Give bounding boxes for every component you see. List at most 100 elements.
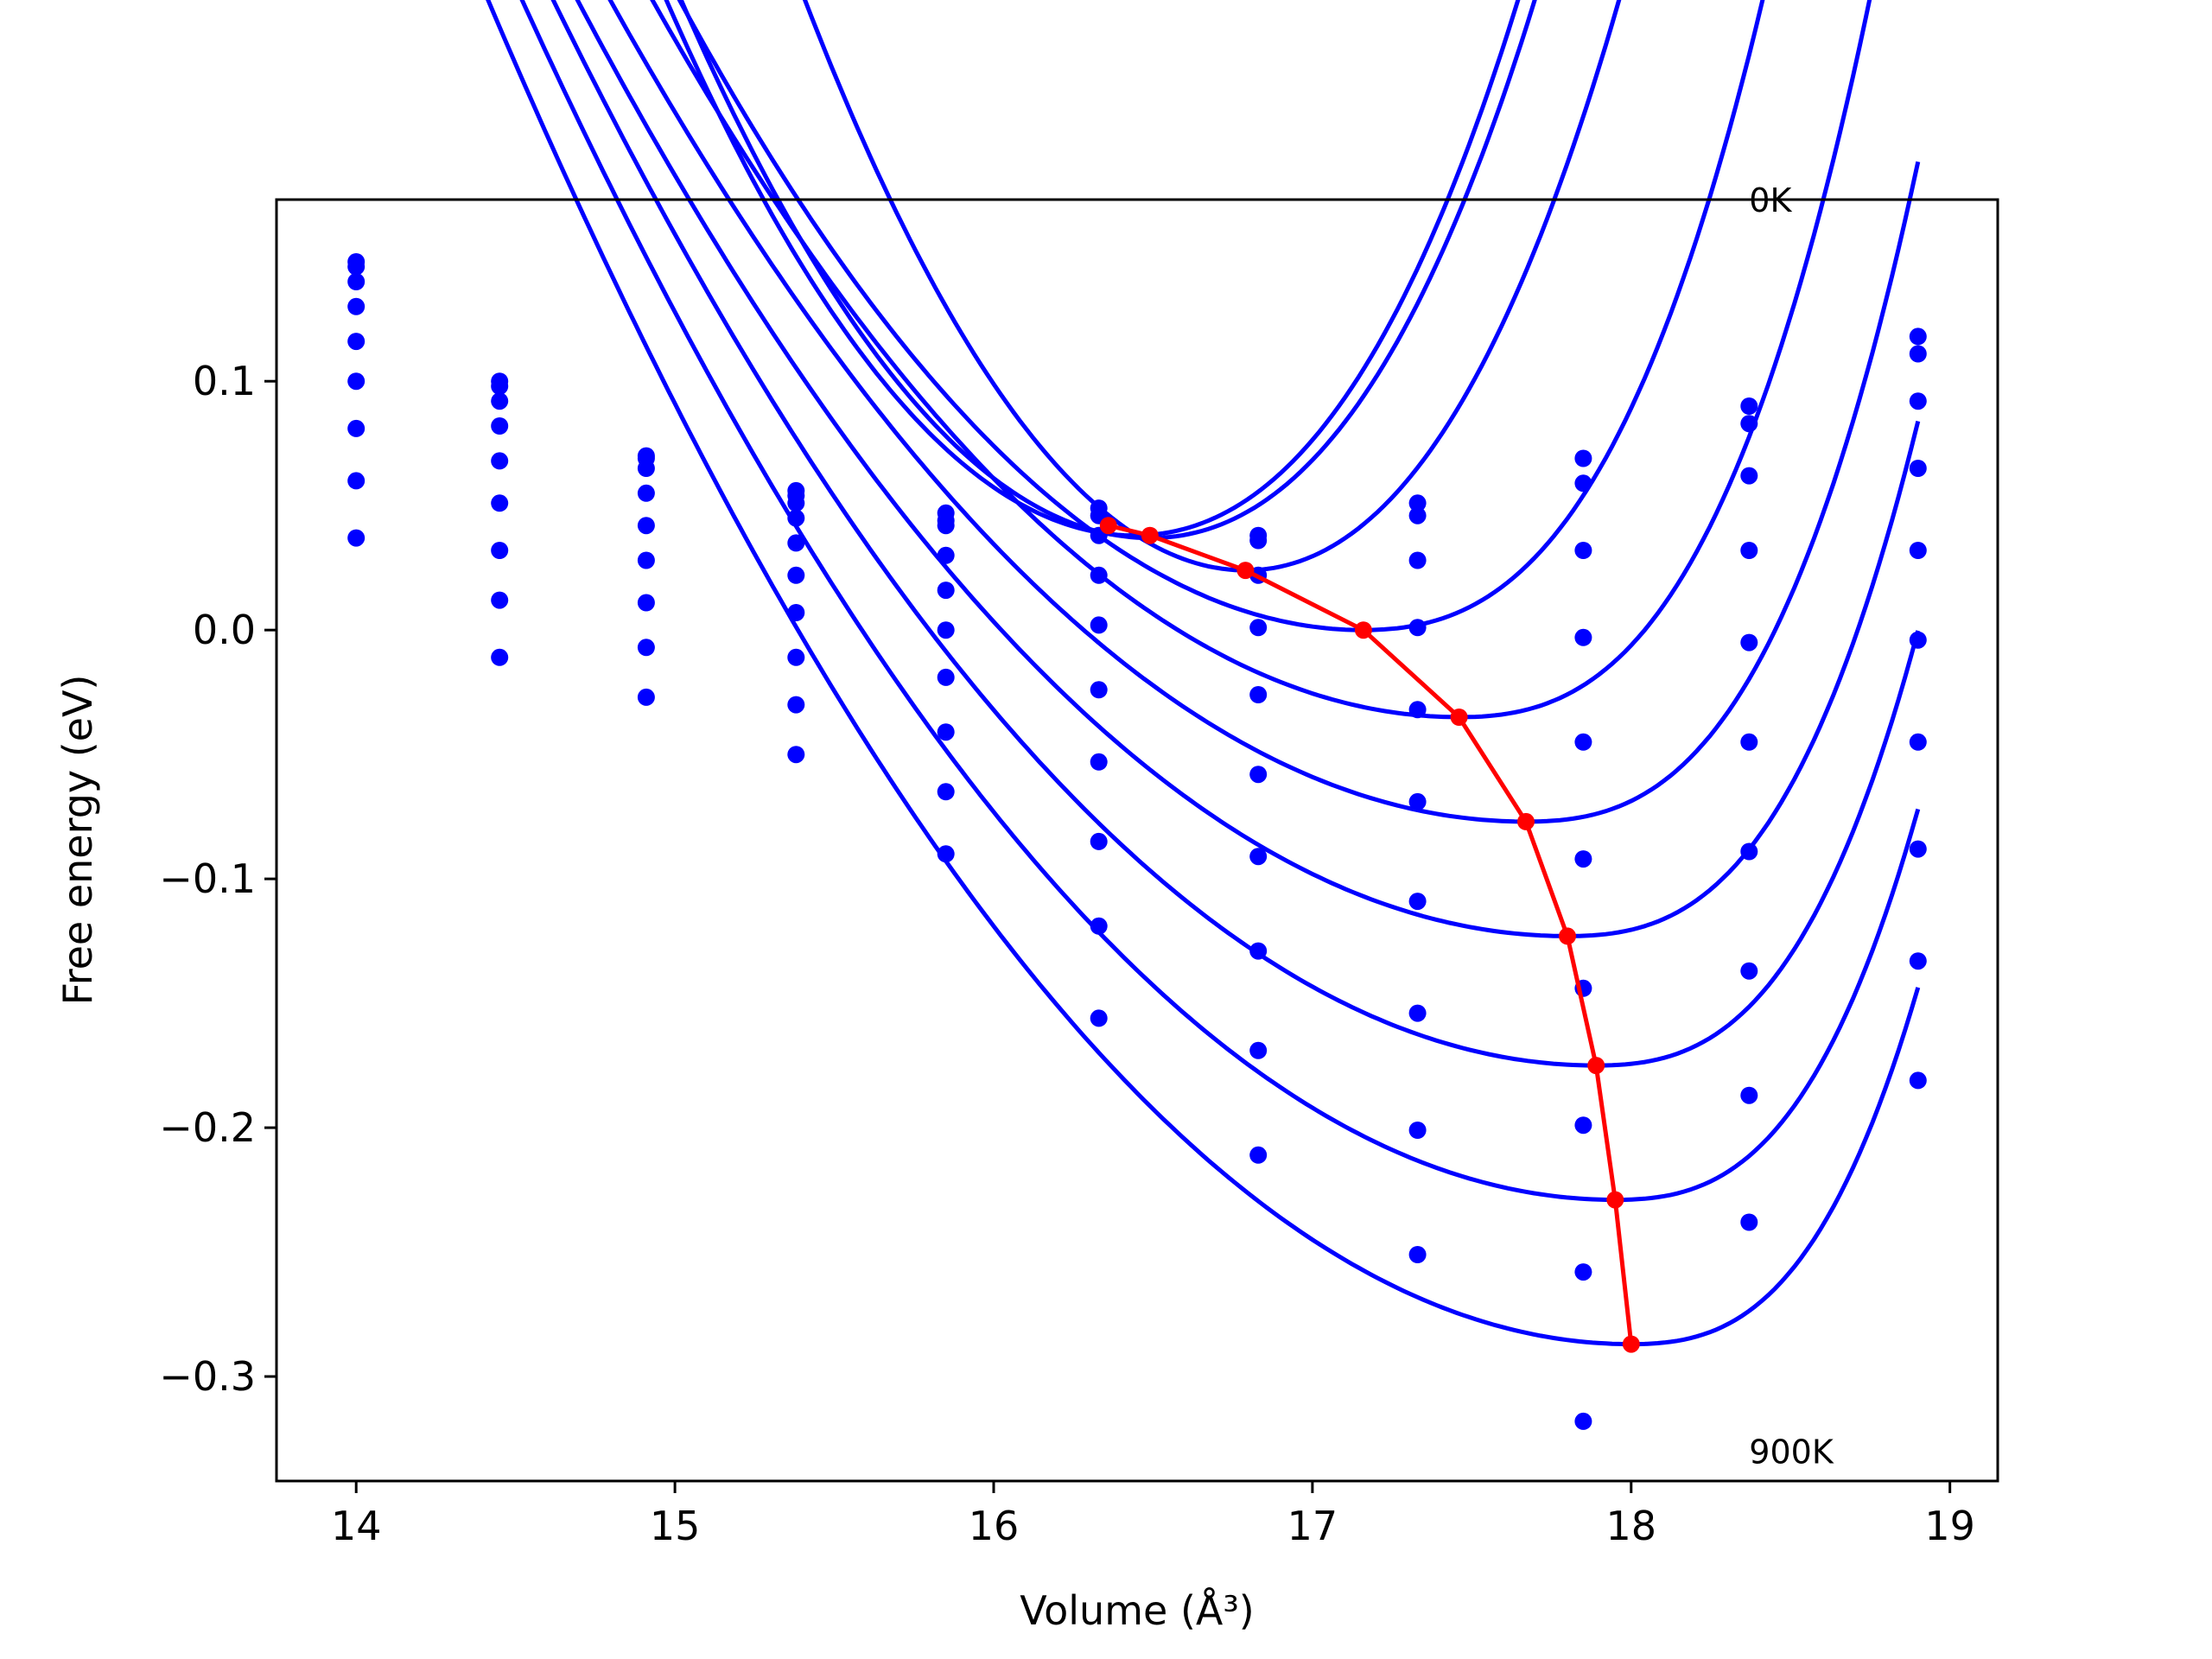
data-point-s2-9 xyxy=(1574,474,1592,493)
data-point-s4-4 xyxy=(787,509,805,527)
data-point-s9-8 xyxy=(1408,1122,1427,1139)
data-point-s9-11 xyxy=(1909,952,1927,970)
minimum-point-8 xyxy=(1587,1057,1605,1075)
minimum-point-10 xyxy=(1622,1335,1640,1353)
data-point-s10-5 xyxy=(937,845,955,863)
plot-frame xyxy=(275,198,1999,1483)
data-point-s9-1 xyxy=(347,529,365,547)
y-tick-label-2: −0.1 xyxy=(159,855,256,902)
data-point-s5-10 xyxy=(1740,633,1758,652)
data-point-s8-8 xyxy=(1408,1004,1427,1022)
data-point-s7-5 xyxy=(937,668,955,686)
data-point-s10-10 xyxy=(1740,1213,1758,1231)
data-point-s9-3 xyxy=(637,688,655,706)
data-point-s9-9 xyxy=(1574,1263,1592,1281)
data-point-s10-4 xyxy=(787,746,805,764)
data-point-s7-11 xyxy=(1909,733,1927,751)
data-point-s9-6 xyxy=(1090,917,1108,935)
data-point-s2-11 xyxy=(1909,345,1927,363)
data-point-s9-5 xyxy=(937,783,955,801)
data-point-s1-8 xyxy=(1408,494,1427,512)
data-point-s6-1 xyxy=(347,372,365,391)
fit-curve-5 xyxy=(650,0,1872,720)
data-point-s9-10 xyxy=(1740,1086,1758,1104)
data-point-s6-5 xyxy=(937,621,955,639)
data-point-s6-6 xyxy=(1090,681,1108,699)
data-point-s3-5 xyxy=(937,517,955,535)
x-tick-label-3: 17 xyxy=(1287,1503,1338,1549)
fit-curve-9 xyxy=(519,0,1921,1203)
fit-curve-1 xyxy=(664,0,1521,538)
minimum-point-2 xyxy=(1141,526,1159,544)
y-axis-label: Free energy (eV) xyxy=(54,675,101,1006)
data-point-s7-8 xyxy=(1408,893,1427,911)
fit-curve-10 xyxy=(486,0,1921,1347)
data-point-s10-6 xyxy=(1090,1009,1108,1027)
data-point-s3-4 xyxy=(787,494,805,512)
data-point-s6-2 xyxy=(491,494,509,512)
x-tick-label-0: 14 xyxy=(331,1503,382,1549)
data-point-s3-2 xyxy=(491,392,509,410)
data-point-s5-7 xyxy=(1249,686,1268,703)
data-point-s3-1 xyxy=(347,273,365,290)
plot-layer xyxy=(347,0,1927,1430)
data-point-s2-7 xyxy=(1249,531,1268,550)
data-point-s5-3 xyxy=(637,517,655,535)
data-point-s5-4 xyxy=(787,534,805,552)
data-point-s5-1 xyxy=(347,333,365,351)
data-point-s7-3 xyxy=(637,594,655,612)
minima-line xyxy=(1108,523,1634,1344)
data-point-s7-1 xyxy=(347,419,365,437)
data-point-s8-11 xyxy=(1909,840,1927,858)
data-point-s2-8 xyxy=(1408,506,1427,524)
data-point-s8-1 xyxy=(347,472,365,490)
data-point-s9-4 xyxy=(787,696,805,714)
data-point-s5-5 xyxy=(937,582,955,600)
data-point-s2-4 xyxy=(787,481,805,499)
data-point-s8-3 xyxy=(637,639,655,657)
x-tick-label-1: 15 xyxy=(650,1503,701,1549)
data-point-s3-8 xyxy=(1408,551,1427,569)
data-point-s3-11 xyxy=(1909,392,1927,410)
data-point-s5-8 xyxy=(1408,701,1427,719)
data-point-s2-10 xyxy=(1740,415,1758,433)
minimum-point-7 xyxy=(1559,927,1576,945)
data-point-s5-9 xyxy=(1574,733,1592,751)
data-point-s8-7 xyxy=(1249,942,1268,960)
x-tick-label-2: 16 xyxy=(969,1503,1020,1549)
data-point-s4-1 xyxy=(347,297,365,315)
data-point-s5-6 xyxy=(1090,616,1108,634)
data-point-s7-6 xyxy=(1090,753,1108,771)
data-point-s8-5 xyxy=(937,723,955,741)
fit-curve-4 xyxy=(677,0,1765,632)
data-point-s8-10 xyxy=(1740,962,1758,980)
data-point-s8-9 xyxy=(1574,1116,1592,1135)
data-point-s6-3 xyxy=(637,551,655,569)
data-point-s9-2 xyxy=(491,648,509,666)
minimum-point-6 xyxy=(1517,812,1535,830)
data-point-s2-5 xyxy=(937,504,955,522)
data-point-s7-7 xyxy=(1249,848,1268,866)
data-point-s4-8 xyxy=(1408,619,1427,637)
data-point-s5-2 xyxy=(491,452,509,470)
fit-curve-8 xyxy=(550,0,1921,1068)
data-point-s3-10 xyxy=(1740,467,1758,485)
data-point-s4-11 xyxy=(1909,460,1927,477)
data-point-s1-9 xyxy=(1574,449,1592,467)
y-tick-label-1: 0.0 xyxy=(193,607,256,653)
fit-curve-6 xyxy=(607,0,1921,824)
data-point-s6-4 xyxy=(787,566,805,584)
data-point-s4-7 xyxy=(1249,619,1268,637)
data-point-s9-7 xyxy=(1249,1041,1268,1059)
data-point-s4-9 xyxy=(1574,628,1592,646)
annotation-2: 900K xyxy=(1749,1433,1834,1471)
data-point-s7-10 xyxy=(1740,842,1758,861)
fit-curve-3 xyxy=(802,0,1622,573)
data-point-s1-11 xyxy=(1909,327,1927,346)
data-point-s6-10 xyxy=(1740,733,1758,751)
data-point-s3-3 xyxy=(637,460,655,477)
y-tick-label-3: −0.2 xyxy=(159,1104,256,1151)
data-point-s4-2 xyxy=(491,417,509,435)
y-tick-label-4: −0.3 xyxy=(159,1353,256,1400)
minimum-point-1 xyxy=(1099,517,1117,535)
